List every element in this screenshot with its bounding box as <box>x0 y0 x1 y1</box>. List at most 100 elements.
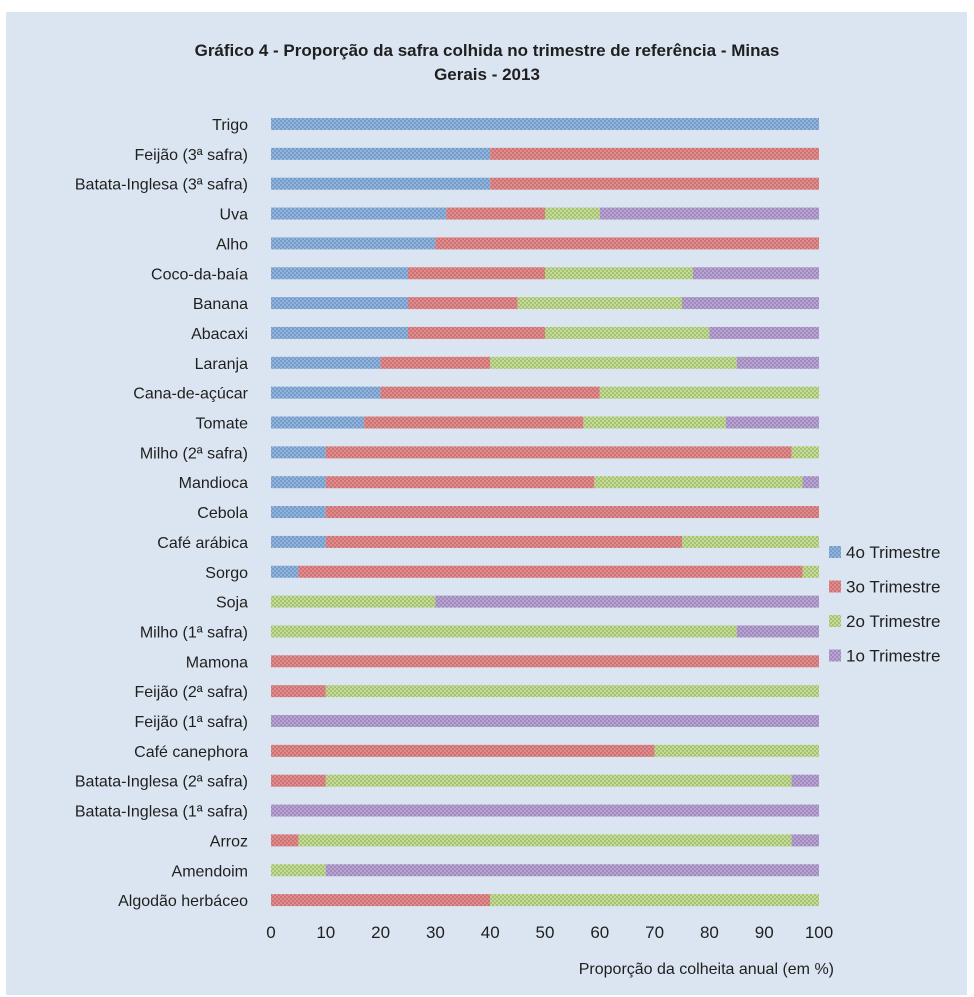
bar-segment <box>490 356 737 369</box>
bar-segment <box>325 774 792 787</box>
bar-segment <box>271 625 737 638</box>
bar-segment <box>380 356 491 369</box>
bar-segment <box>325 446 792 459</box>
bar-segment <box>271 804 819 817</box>
bar-segment <box>802 565 819 578</box>
legend-swatch <box>829 649 841 662</box>
bar-segment <box>271 416 365 429</box>
category-label: Trigo <box>212 117 248 134</box>
bar-segment <box>654 744 819 757</box>
legend-swatch <box>829 546 841 558</box>
category-label: Banana <box>193 296 248 313</box>
category-label: Algodão herbáceo <box>118 893 248 910</box>
bar-segment <box>271 118 819 130</box>
bar-segment <box>271 207 447 220</box>
category-label: Soja <box>216 595 248 612</box>
bar-segment <box>545 207 600 220</box>
category-label: Café arábica <box>157 535 248 552</box>
legend: 4o Trimestre 3o Trimestre 2o Trimestre 1o T… <box>829 543 940 666</box>
category-label: Milho (1ª safra) <box>140 624 248 641</box>
x-tick-label: 30 <box>426 923 445 942</box>
bar-segment <box>682 297 819 310</box>
bar-segment <box>583 416 726 429</box>
chart-title-line-1: Gráfico 4 - Proporção da safra colhida n… <box>194 41 780 60</box>
bar-segment <box>364 416 584 429</box>
bar-segment <box>682 535 819 548</box>
category-label: Milho (2ª safra) <box>140 445 248 462</box>
legend-swatch <box>829 615 841 627</box>
bar-segment <box>736 356 819 369</box>
category-label: Feijão (2ª safra) <box>134 684 248 701</box>
bar-segment <box>271 834 299 847</box>
bar-segment <box>408 297 518 310</box>
category-label: Feijão (3ª safra) <box>134 147 248 164</box>
bar-segment <box>298 834 792 847</box>
legend-entry: 3o Trimestre <box>846 578 940 597</box>
bar-segment <box>271 446 326 459</box>
category-label: Abacaxi <box>191 326 248 343</box>
bar-segment <box>271 326 408 339</box>
bar-segment <box>408 267 545 280</box>
category-label: Mandioca <box>179 475 248 492</box>
bar-segment <box>271 356 381 369</box>
bar-segment <box>599 207 819 220</box>
bar-segment <box>325 864 819 877</box>
bar-segment <box>725 416 819 429</box>
x-tick-label: 40 <box>481 923 500 942</box>
bar-segment <box>435 595 819 608</box>
bar-segment <box>692 267 819 280</box>
bar-segment <box>490 147 819 160</box>
bar-segment <box>271 506 326 519</box>
bar-segment <box>490 894 819 907</box>
bar-segment <box>446 207 545 220</box>
bar-segment <box>325 685 819 698</box>
category-label: Batata-Inglesa (1ª safra) <box>75 804 248 821</box>
bars-layer <box>271 118 819 907</box>
bar-segment <box>271 476 326 489</box>
category-label: Uva <box>220 207 249 224</box>
bar-segment <box>271 715 819 727</box>
x-axis-label: Proporção da colheita anual (em %) <box>579 961 834 978</box>
category-label: Laranja <box>195 356 248 373</box>
x-tick-label: 80 <box>700 923 719 942</box>
bar-segment <box>408 326 545 339</box>
category-label: Sorgo <box>205 565 248 582</box>
bar-segment <box>271 177 491 190</box>
category-label: Amendoim <box>172 863 248 880</box>
bar-segment <box>791 834 819 847</box>
bar-segment <box>271 744 655 757</box>
bar-segment <box>380 386 600 399</box>
category-label: Batata-Inglesa (2ª safra) <box>75 774 248 791</box>
bar-segment <box>271 864 326 877</box>
x-tick-label: 100 <box>805 923 833 942</box>
x-tick-labels: 0 10 20 30 40 50 60 70 80 90 100 <box>266 923 833 942</box>
category-label: Café canephora <box>134 744 248 761</box>
bar-segment <box>802 476 819 489</box>
bar-segment <box>709 326 819 339</box>
category-label: Cebola <box>197 505 248 522</box>
x-tick-label: 90 <box>755 923 774 942</box>
bar-segment <box>271 297 408 310</box>
bar-segment <box>490 177 819 190</box>
bar-segment <box>271 535 326 548</box>
bar-segment <box>271 267 408 280</box>
chart-title: Gráfico 4 - Proporção da safra colhida n… <box>0 39 974 87</box>
category-label: Coco-da-baía <box>151 266 248 283</box>
category-label: Alho <box>216 236 248 253</box>
legend-entry: 4o Trimestre <box>846 543 940 562</box>
bar-segment <box>271 894 491 907</box>
bar-segment <box>599 386 819 399</box>
x-tick-label: 10 <box>316 923 335 942</box>
bar-segment <box>435 237 819 250</box>
bar-segment <box>271 774 326 787</box>
bar-segment <box>271 565 299 578</box>
bar-segment <box>325 476 595 489</box>
bar-segment <box>791 774 819 787</box>
x-tick-label: 50 <box>536 923 555 942</box>
chart-title-line-2: Gerais - 2013 <box>434 65 540 84</box>
bar-segment <box>271 595 436 608</box>
x-tick-label: 20 <box>371 923 390 942</box>
category-label: Feijão (1ª safra) <box>134 714 248 731</box>
category-labels: Trigo Feijão (3ª safra) Batata-Inglesa (3ª… <box>75 117 249 910</box>
bar-segment <box>736 625 819 638</box>
